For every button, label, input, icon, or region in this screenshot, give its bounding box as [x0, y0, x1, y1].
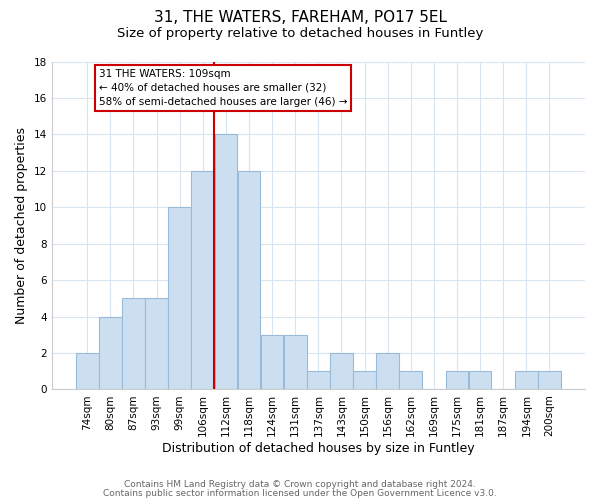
Bar [76, 353, 98, 390]
Bar [515, 371, 538, 390]
Text: 31, THE WATERS, FAREHAM, PO17 5EL: 31, THE WATERS, FAREHAM, PO17 5EL [154, 10, 446, 25]
Bar [122, 298, 145, 390]
Bar [446, 371, 469, 390]
Bar [376, 353, 399, 390]
Bar [538, 371, 561, 390]
Bar [238, 171, 260, 390]
Bar [400, 371, 422, 390]
Bar [145, 298, 168, 390]
Bar [169, 208, 191, 390]
Bar [99, 316, 122, 390]
Text: Contains public sector information licensed under the Open Government Licence v3: Contains public sector information licen… [103, 488, 497, 498]
Bar [330, 353, 353, 390]
Text: Size of property relative to detached houses in Funtley: Size of property relative to detached ho… [117, 28, 483, 40]
Bar [353, 371, 376, 390]
Text: Contains HM Land Registry data © Crown copyright and database right 2024.: Contains HM Land Registry data © Crown c… [124, 480, 476, 489]
Bar [284, 335, 307, 390]
Text: 31 THE WATERS: 109sqm
← 40% of detached houses are smaller (32)
58% of semi-deta: 31 THE WATERS: 109sqm ← 40% of detached … [99, 69, 347, 107]
Bar [469, 371, 491, 390]
Bar [261, 335, 283, 390]
Y-axis label: Number of detached properties: Number of detached properties [15, 127, 28, 324]
X-axis label: Distribution of detached houses by size in Funtley: Distribution of detached houses by size … [162, 442, 475, 455]
Bar [191, 171, 214, 390]
Bar [215, 134, 237, 390]
Bar [307, 371, 329, 390]
